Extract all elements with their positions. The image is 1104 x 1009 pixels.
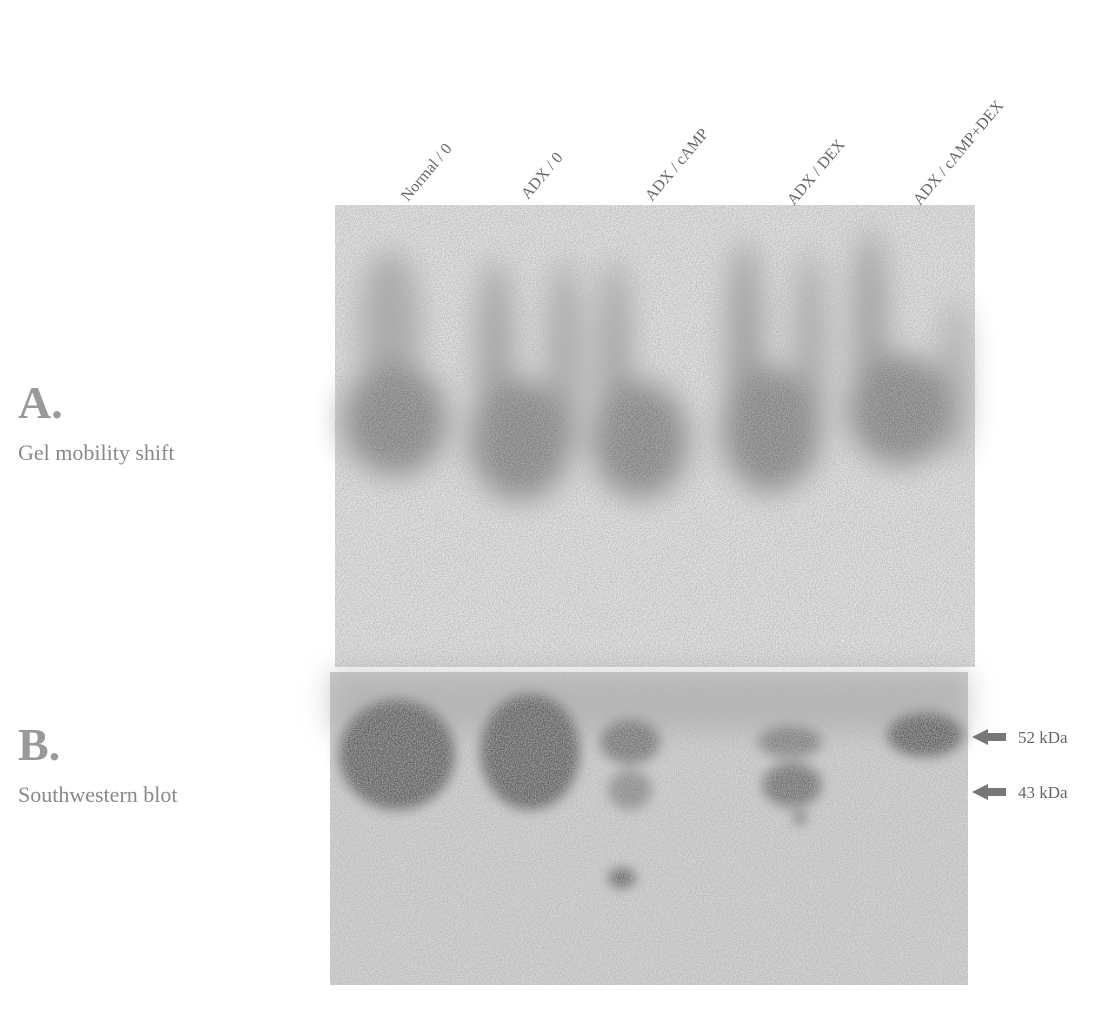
arrow <box>972 729 1006 745</box>
panel-caption: Southwestern blot <box>18 782 178 807</box>
panel-letter: B. <box>18 719 60 770</box>
marker-label: 52 kDa <box>1018 728 1068 747</box>
lane-label: ADX / 0 <box>518 149 566 202</box>
gel-b <box>330 672 968 985</box>
lane-label: ADX / cAMP+DEX <box>910 97 1007 208</box>
panel-letter: A. <box>18 377 63 428</box>
marker-label: 43 kDa <box>1018 783 1068 802</box>
figure: Normal / 0 ADX / 0 ADX / cAMP ADX / DEX … <box>0 0 1104 1009</box>
gel-a <box>335 205 975 667</box>
lane-label: Normal / 0 <box>398 141 456 205</box>
lane-label: ADX / DEX <box>784 136 849 209</box>
panel-caption: Gel mobility shift <box>18 440 174 465</box>
arrow <box>972 784 1006 800</box>
lane-label: ADX / cAMP <box>642 125 712 204</box>
